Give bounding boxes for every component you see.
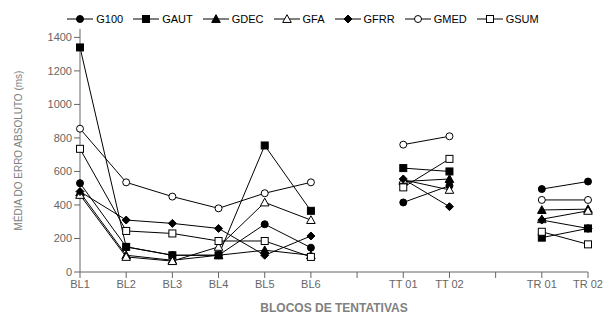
svg-text:BL5: BL5 [255,278,275,290]
html-text:GDEC: GDEC [231,13,264,25]
svg-text:BL1: BL1 [70,278,90,290]
svg-text:BL3: BL3 [163,278,183,290]
svg-text:BLOCOS DE TENTATIVAS: BLOCOS DE TENTATIVAS [260,301,407,315]
html-text:GSUM: GSUM [505,13,539,25]
html-text:GFRR: GFRR [363,13,395,25]
svg-text:MÉDIA DO ERRO ABSOLUTO (ms): MÉDIA DO ERRO ABSOLUTO (ms) [12,71,24,231]
svg-text:BL6: BL6 [301,278,321,290]
svg-text:400: 400 [54,199,72,211]
svg-text:0: 0 [66,266,72,278]
svg-text:TT 02: TT 02 [435,278,464,290]
svg-text:BL4: BL4 [209,278,229,290]
svg-text:1200: 1200 [48,65,72,77]
html-text:GFA: GFA [302,13,325,25]
svg-text:800: 800 [54,132,72,144]
html-text:GMED: GMED [433,13,467,25]
svg-text:600: 600 [54,165,72,177]
svg-text:TT 01: TT 01 [389,278,418,290]
svg-text:TR 02: TR 02 [573,278,603,290]
svg-text:200: 200 [54,232,72,244]
svg-text:1000: 1000 [48,98,72,110]
svg-text:TR 01: TR 01 [527,278,557,290]
svg-text:1400: 1400 [48,31,72,43]
svg-text:BL2: BL2 [116,278,136,290]
html-text:G100: G100 [96,13,124,25]
html-text:GAUT: GAUT [162,13,193,25]
